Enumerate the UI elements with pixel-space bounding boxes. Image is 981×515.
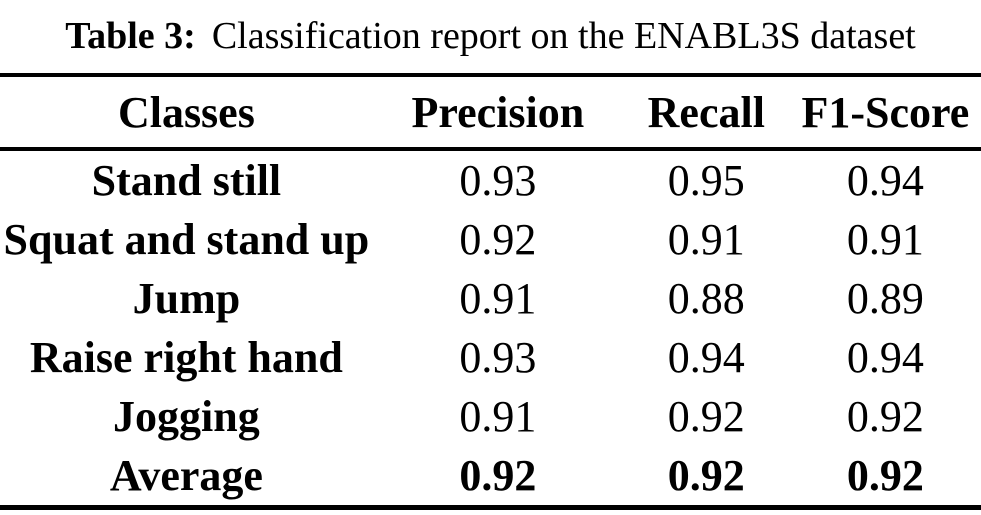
row-f1-cell: 0.89 — [846, 274, 924, 323]
table-row: Average 0.92 0.92 0.92 — [0, 446, 981, 508]
table-row: Jogging 0.91 0.92 0.92 — [0, 387, 981, 446]
row-class-cell: Jogging — [113, 392, 260, 441]
row-recall-cell: 0.92 — [667, 392, 745, 441]
table-body: Stand still 0.93 0.95 0.94 Squat and stand u… — [0, 149, 981, 508]
row-class-cell: Average — [109, 451, 263, 500]
classification-table: Classes Precision Recall F1-Score Stand … — [0, 73, 981, 510]
caption-text: Classification report on the ENABL3S dat… — [211, 15, 916, 57]
header-recall: Recall — [622, 75, 790, 151]
table-row: Jump 0.91 0.88 0.89 — [0, 269, 981, 328]
row-recall-cell: 0.91 — [667, 215, 745, 264]
row-precision-cell: 0.92 — [459, 215, 537, 264]
row-recall-cell: 0.95 — [667, 156, 745, 205]
row-recall-cell: 0.94 — [667, 333, 745, 382]
header-f1-score: F1-Score — [789, 75, 981, 151]
row-recall-cell: 0.92 — [667, 451, 745, 500]
table-row: Raise right hand 0.93 0.94 0.94 — [0, 328, 981, 387]
row-class-cell: Jump — [132, 274, 241, 323]
table-row: Squat and stand up 0.92 0.91 0.91 — [0, 210, 981, 269]
header-row: Classes Precision Recall F1-Score — [0, 75, 981, 151]
row-class-cell: Stand still — [91, 156, 282, 205]
row-class-cell: Raise right hand — [29, 333, 343, 382]
row-f1-cell: 0.94 — [846, 156, 924, 205]
row-precision-cell: 0.92 — [459, 451, 537, 500]
row-f1-cell: 0.92 — [846, 451, 924, 500]
row-f1-cell: 0.92 — [846, 392, 924, 441]
table-caption: Table 3: Classification report on the ENA… — [0, 0, 981, 64]
row-f1-cell: 0.94 — [846, 333, 924, 382]
caption-label: Table 3: — [65, 15, 196, 57]
row-precision-cell: 0.91 — [459, 274, 537, 323]
row-precision-cell: 0.93 — [459, 333, 537, 382]
header-classes: Classes — [0, 75, 373, 151]
row-recall-cell: 0.88 — [667, 274, 745, 323]
row-class-cell: Squat and stand up — [3, 215, 370, 264]
row-precision-cell: 0.91 — [459, 392, 537, 441]
row-precision-cell: 0.93 — [459, 156, 537, 205]
table-row: Stand still 0.93 0.95 0.94 — [0, 149, 981, 210]
header-precision: Precision — [372, 75, 623, 151]
row-f1-cell: 0.91 — [846, 215, 924, 264]
